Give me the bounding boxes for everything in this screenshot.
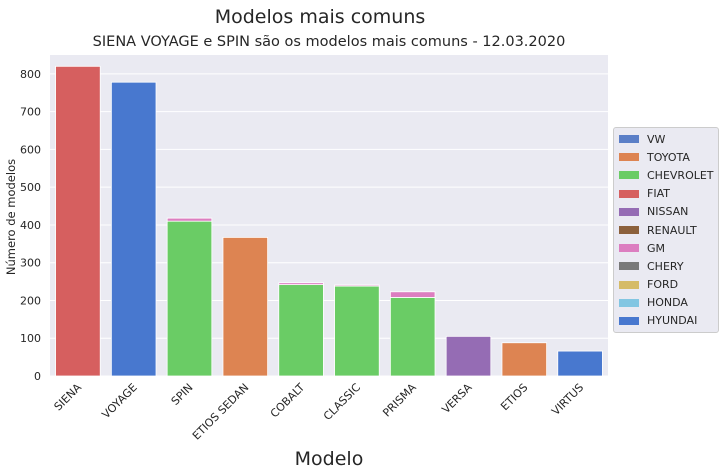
legend-item-renault: RENAULT — [614, 221, 718, 239]
legend-label: TOYOTA — [647, 150, 690, 164]
legend-label: GM — [647, 241, 666, 255]
legend-label: VW — [647, 132, 666, 146]
y-tick-label: 300 — [20, 257, 41, 270]
legend-label: FORD — [647, 278, 679, 292]
legend-item-ford: FORD — [614, 276, 718, 294]
y-tick-label: 400 — [20, 219, 41, 232]
x-tick-label: SIENA — [52, 381, 85, 414]
y-axis-label: Número de modelos — [4, 159, 18, 275]
legend-swatch — [619, 153, 639, 162]
chart-subtitle: SIENA VOYAGE e SPIN são os modelos mais … — [93, 34, 566, 50]
bar-prisma-gm — [389, 291, 436, 298]
legend-swatch — [619, 189, 639, 198]
bar-spin-gm — [166, 217, 213, 222]
x-tick-label: VOYAGE — [99, 381, 139, 421]
legend-label: CHERY — [647, 259, 684, 273]
legend-label: CHEVROLET — [647, 168, 714, 182]
x-axis-label: Modelo — [295, 448, 364, 470]
bar-classic-gm — [334, 284, 380, 287]
bar-prisma-chevrolet — [389, 297, 436, 377]
legend-item-vw: VW — [614, 130, 718, 148]
y-tick-label: 0 — [34, 370, 41, 383]
legend-item-nissan: NISSAN — [614, 203, 718, 221]
bar-cobalt-gm — [278, 282, 324, 286]
y-tick-label: 700 — [20, 106, 41, 119]
legend-swatch — [619, 244, 639, 253]
x-tick-label: COBALT — [268, 381, 308, 421]
legend-swatch — [619, 298, 639, 307]
legend-swatch — [619, 316, 639, 325]
y-tick-label: 500 — [20, 181, 41, 194]
y-tick-label: 800 — [20, 68, 41, 81]
bar-siena-fiat — [55, 65, 101, 377]
legend-swatch — [619, 280, 639, 289]
bar-virtus-vw — [557, 350, 603, 377]
bar-etios-toyota — [501, 342, 548, 377]
x-tick-label: CLASSIC — [321, 381, 363, 423]
bar-cobalt-chevrolet — [278, 284, 324, 377]
legend-swatch — [619, 207, 639, 216]
bar-spin-chevrolet — [166, 220, 213, 377]
legend-swatch — [619, 171, 639, 180]
x-tick-label: SPIN — [169, 381, 196, 408]
legend-item-chery: CHERY — [614, 257, 718, 275]
legend-item-fiat: FIAT — [614, 185, 718, 203]
x-tick-label: ETIOS SEDAN — [190, 381, 252, 443]
legend-label: RENAULT — [647, 223, 697, 237]
bar-etios-sedan-toyota — [222, 237, 269, 377]
chart-title: Modelos mais comuns — [215, 6, 426, 28]
legend-item-honda: HONDA — [614, 294, 718, 312]
legend-item-gm: GM — [614, 239, 718, 257]
y-tick-label: 200 — [20, 294, 41, 307]
x-tick-label: ETIOS — [498, 381, 530, 413]
legend-label: HONDA — [647, 296, 688, 310]
y-tick-label: 600 — [20, 143, 41, 156]
x-tick-label: PRISMA — [380, 381, 419, 420]
legend-label: HYUNDAI — [647, 314, 698, 328]
legend-swatch — [619, 226, 639, 235]
legend-item-chevrolet: CHEVROLET — [614, 166, 718, 184]
bar-versa-nissan — [445, 335, 492, 377]
x-tick-label: VERSA — [439, 381, 475, 417]
y-tick-label: 100 — [20, 332, 41, 345]
legend-swatch — [619, 262, 639, 271]
bar-classic-chevrolet — [334, 285, 380, 377]
legend-label: NISSAN — [647, 205, 689, 219]
plot-area: 0 100 200 300 400 500 600 700 800 SIENA VOYAGE SPIN… — [20, 55, 608, 442]
chart-legend: VW TOYOTA CHEVROLET FIAT NISSAN RENAULT GM CHER… — [613, 127, 719, 334]
legend-swatch — [619, 135, 639, 144]
legend-item-toyota: TOYOTA — [614, 148, 718, 166]
legend-label: FIAT — [647, 187, 670, 201]
legend-item-hyundai: HYUNDAI — [614, 312, 718, 330]
x-tick-label: VIRTUS — [549, 381, 586, 418]
bar-voyage-vw — [110, 81, 157, 377]
